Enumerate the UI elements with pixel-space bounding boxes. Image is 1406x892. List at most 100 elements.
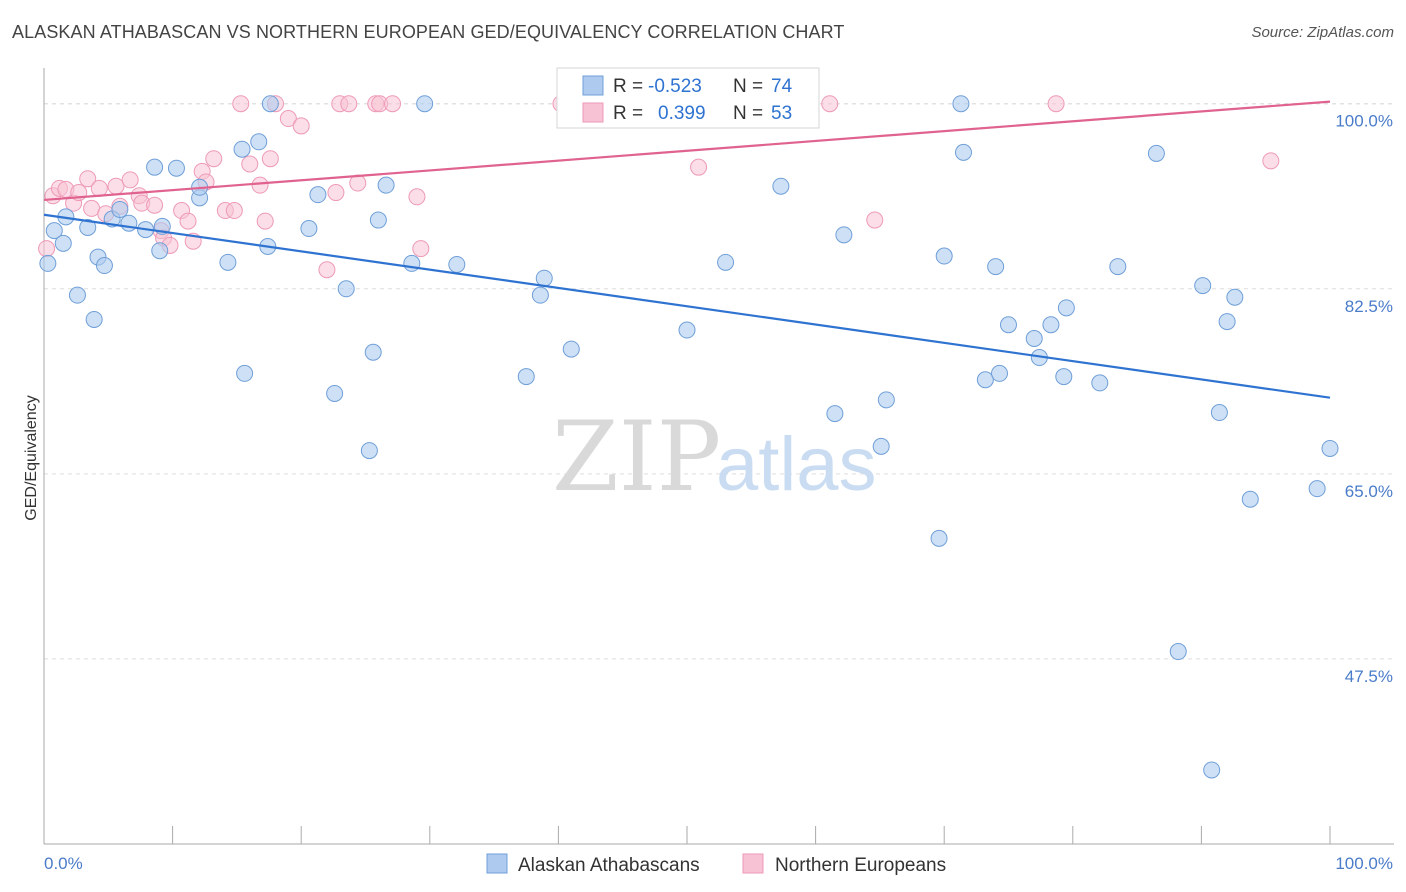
data-point-alaskan-athabascans [678, 321, 696, 339]
watermark-atlas: atlas [716, 422, 877, 507]
data-point-northern-europeans [866, 211, 884, 229]
trend-line-northern-europeans [43, 100, 1331, 202]
legend-n-value-1: 74 [771, 76, 793, 97]
data-point-alaskan-athabascans [309, 186, 327, 204]
legend-n-label-1: N = [733, 76, 763, 97]
legend-r-value-2: 0.399 [658, 103, 706, 124]
data-point-northern-europeans [327, 184, 345, 202]
x-tick-label: 100.0% [1335, 854, 1393, 873]
data-point-northern-europeans [408, 188, 426, 206]
bottom-legend-swatch-pink [742, 853, 764, 874]
source-label: Source: ZipAtlas.com [1251, 24, 1394, 41]
data-point-alaskan-athabascans [120, 214, 138, 232]
legend-swatch-pink [582, 102, 604, 123]
data-point-alaskan-athabascans [1241, 490, 1259, 508]
data-point-alaskan-athabascans [1218, 313, 1236, 331]
data-point-alaskan-athabascans [1210, 404, 1228, 422]
data-point-alaskan-athabascans [219, 253, 237, 271]
data-point-alaskan-athabascans [835, 226, 853, 244]
data-point-alaskan-athabascans [337, 280, 355, 298]
y-tick-label: 100.0% [1335, 112, 1393, 131]
data-point-alaskan-athabascans [250, 133, 268, 151]
data-point-alaskan-athabascans [1194, 277, 1212, 295]
data-point-alaskan-athabascans [416, 95, 434, 113]
data-point-alaskan-athabascans [1109, 258, 1127, 276]
data-point-northern-europeans [251, 176, 269, 194]
data-point-alaskan-athabascans [1203, 761, 1221, 779]
data-point-alaskan-athabascans [1042, 316, 1060, 334]
data-point-northern-europeans [1047, 95, 1065, 113]
data-point-northern-europeans [340, 95, 358, 113]
bottom-legend-label-2: Northern Europeans [775, 855, 946, 876]
watermark: ZIP atlas [552, 401, 877, 513]
data-point-alaskan-athabascans [79, 218, 97, 236]
data-point-northern-europeans [318, 261, 336, 279]
data-point-northern-europeans [179, 212, 197, 230]
y-tick-labels: 47.5% 65.0% 82.5% 100.0% [1335, 112, 1393, 686]
data-point-alaskan-athabascans [1169, 643, 1187, 661]
data-point-northern-europeans [384, 95, 402, 113]
data-point-northern-europeans [38, 240, 56, 258]
trend-lines [43, 100, 1331, 399]
data-point-alaskan-athabascans [930, 529, 948, 547]
data-point-alaskan-athabascans [1308, 480, 1326, 498]
data-point-alaskan-athabascans [360, 442, 378, 460]
data-point-northern-europeans [412, 240, 430, 258]
data-point-alaskan-athabascans [403, 254, 421, 272]
x-tick-labels: 0.0% 100.0% [44, 854, 1393, 873]
data-point-alaskan-athabascans [987, 258, 1005, 276]
data-point-alaskan-athabascans [377, 176, 395, 194]
y-axis-title: GED/Equivalency [23, 395, 40, 520]
data-point-northern-europeans [83, 199, 101, 217]
data-point-alaskan-athabascans [151, 242, 169, 260]
y-tick-label: 65.0% [1345, 482, 1393, 501]
data-point-alaskan-athabascans [68, 286, 86, 304]
data-point-alaskan-athabascans [167, 159, 185, 177]
data-point-alaskan-athabascans [772, 177, 790, 195]
data-point-alaskan-athabascans [111, 200, 129, 218]
data-point-northern-europeans [821, 95, 839, 113]
chart-title: ALASKAN ATHABASCAN VS NORTHERN EUROPEAN … [12, 22, 845, 42]
data-point-alaskan-athabascans [369, 211, 387, 229]
data-point-alaskan-athabascans [45, 222, 63, 240]
legend-r-value-1: -0.523 [648, 76, 702, 97]
data-point-northern-europeans [232, 95, 250, 113]
data-point-alaskan-athabascans [1057, 299, 1075, 317]
data-point-northern-europeans [241, 155, 259, 173]
data-point-alaskan-athabascans [54, 234, 72, 252]
data-point-alaskan-athabascans [826, 405, 844, 423]
data-point-alaskan-athabascans [976, 371, 994, 389]
data-point-alaskan-athabascans [562, 340, 580, 358]
legend-r-label-2: R = [613, 103, 643, 124]
data-point-alaskan-athabascans [448, 255, 466, 273]
trend-line-alaskan-athabascans [43, 213, 1331, 399]
data-point-northern-europeans [292, 117, 310, 135]
data-point-alaskan-athabascans [236, 364, 254, 382]
data-point-northern-europeans [690, 158, 708, 176]
data-point-northern-europeans [225, 202, 243, 220]
data-point-northern-europeans [205, 150, 223, 168]
correlation-legend: R = -0.523 N = 74 R = 0.399 N = 53 [556, 67, 820, 129]
data-point-alaskan-athabascans [1226, 288, 1244, 306]
data-point-alaskan-athabascans [952, 95, 970, 113]
data-point-northern-europeans [121, 171, 139, 189]
data-point-alaskan-athabascans [535, 269, 553, 287]
data-point-alaskan-athabascans [261, 95, 279, 113]
data-point-alaskan-athabascans [1055, 368, 1073, 386]
data-point-alaskan-athabascans [233, 140, 251, 158]
data-point-alaskan-athabascans [990, 364, 1008, 382]
data-point-alaskan-athabascans [935, 247, 953, 265]
series-legend: Alaskan Athabascans Northern Europeans [486, 853, 946, 876]
data-point-alaskan-athabascans [364, 343, 382, 361]
data-point-alaskan-athabascans [877, 391, 895, 409]
data-point-alaskan-athabascans [1000, 316, 1017, 334]
axes [43, 68, 1394, 845]
legend-r-label-1: R = [613, 76, 643, 97]
data-point-northern-europeans [79, 170, 97, 188]
data-point-alaskan-athabascans [95, 257, 113, 275]
data-point-northern-europeans [279, 110, 297, 128]
y-tick-label: 47.5% [1345, 667, 1393, 686]
data-point-northern-europeans [261, 150, 279, 168]
x-tick-label: 0.0% [44, 854, 83, 873]
